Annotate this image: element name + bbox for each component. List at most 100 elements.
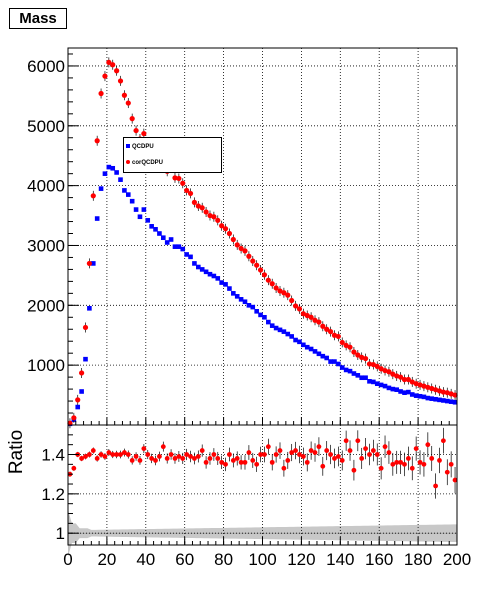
ratio-point (398, 459, 403, 465)
qcdpu-point (211, 273, 217, 279)
corqcdpu-point (226, 230, 233, 237)
ratio-point (207, 456, 213, 461)
qcdpu-point (122, 188, 127, 193)
qcdpu-point (320, 353, 326, 359)
ratio-point (172, 456, 178, 461)
qcdpu-point (168, 237, 174, 242)
qcdpu-point (234, 294, 240, 299)
qcdpu-point (312, 349, 318, 354)
qcdpu-point (129, 198, 135, 204)
ratio-point (382, 444, 388, 450)
legend-entry-corqcdpu: corQCDPU (126, 160, 163, 167)
qcdpu-point (390, 386, 396, 392)
ratio-point (297, 452, 302, 457)
ratio-point (180, 456, 186, 461)
qcdpu-point (90, 261, 96, 266)
qcdpu-point (269, 323, 275, 328)
corqcdpu-point (141, 130, 147, 137)
corqcdpu-point (347, 344, 353, 350)
ratio-point (437, 458, 442, 463)
corqcdpu-point (187, 190, 194, 197)
qcdpu-point (262, 314, 267, 320)
qcdpu-point (106, 164, 112, 170)
ratio-point (192, 456, 197, 461)
corqcdpu-point (370, 361, 376, 368)
ratio-point (343, 438, 349, 444)
qcdpu-point (332, 359, 337, 364)
corqcdpu-point (246, 253, 252, 259)
corqcdpu-point (114, 68, 120, 74)
ratio-point (281, 465, 287, 471)
ratio-point (370, 448, 376, 453)
qcdpu-point (437, 397, 442, 403)
x-tick-label: 20 (97, 550, 116, 569)
qcdpu-point (409, 392, 415, 397)
corqcdpu-point (102, 73, 108, 79)
ratio-y-tick-label: 1.4 (41, 446, 65, 465)
corqcdpu-point (452, 392, 458, 398)
ratio-grid (67, 425, 458, 545)
qcdpu-point (258, 312, 263, 318)
qcdpu-point (176, 244, 182, 249)
corqcdpu-point (351, 349, 357, 355)
qcdpu-point (301, 342, 306, 348)
ratio-point (102, 454, 108, 459)
corqcdpu-point (242, 248, 248, 254)
qcdpu-point (386, 385, 392, 391)
qcdpu-point (125, 192, 131, 197)
ratio-point (269, 459, 275, 465)
qcdpu-point (448, 399, 454, 404)
qcdpu-point (215, 276, 221, 281)
corqcdpu-point (75, 397, 81, 403)
corqcdpu-point (94, 138, 100, 144)
y-tick-label: 5000 (27, 117, 65, 136)
ratio-point (133, 454, 139, 459)
ratio-point (258, 452, 263, 457)
main-data-points (67, 57, 458, 429)
corqcdpu-point (90, 193, 96, 199)
corqcdpu-point (366, 361, 373, 367)
x-tick-label: 200 (443, 550, 471, 569)
ratio-point (168, 452, 174, 457)
corqcdpu-point (401, 376, 408, 383)
ratio-point (83, 454, 88, 459)
ratio-point (289, 450, 295, 455)
qcdpu-point (188, 254, 193, 260)
axis-ticks (67, 53, 458, 545)
legend: QCDPU corQCDPU (123, 137, 222, 173)
corqcdpu-point (86, 260, 92, 267)
x-tick-label: 60 (175, 550, 194, 569)
ratio-point (141, 446, 147, 452)
ratio-point (300, 454, 306, 459)
ratio-point (246, 450, 252, 455)
ratio-point (390, 461, 396, 467)
ratio-point (273, 452, 279, 457)
corqcdpu-point (296, 306, 303, 312)
corqcdpu-point (106, 59, 112, 65)
ratio-point (86, 452, 92, 457)
qcdpu-point (137, 214, 143, 220)
qcdpu-point (172, 244, 178, 249)
ratio-point (230, 458, 236, 463)
qcdpu-point (355, 373, 361, 378)
qcdpu-point (293, 337, 298, 343)
corqcdpu-point (121, 92, 128, 98)
qcdpu-point (285, 331, 291, 337)
ratio-point (125, 452, 131, 457)
ratio-point (215, 456, 221, 461)
ratio-y-tick-label: 1 (56, 524, 65, 543)
qcdpu-point (328, 359, 333, 364)
corqcdpu-point (219, 223, 225, 229)
qcdpu-point (343, 367, 349, 373)
corqcdpu-point (285, 292, 291, 298)
ratio-point (238, 459, 244, 465)
ratio-point (312, 450, 318, 455)
corqcdpu-point (191, 199, 198, 205)
histogram-title: Mass (9, 8, 67, 29)
qcdpu-point (98, 186, 104, 191)
corqcdpu-point (215, 217, 221, 223)
ratio-point (149, 456, 155, 461)
qcdpu-point (94, 216, 100, 221)
x-tick-label: 100 (248, 550, 276, 569)
corqcdpu-point (378, 366, 384, 372)
